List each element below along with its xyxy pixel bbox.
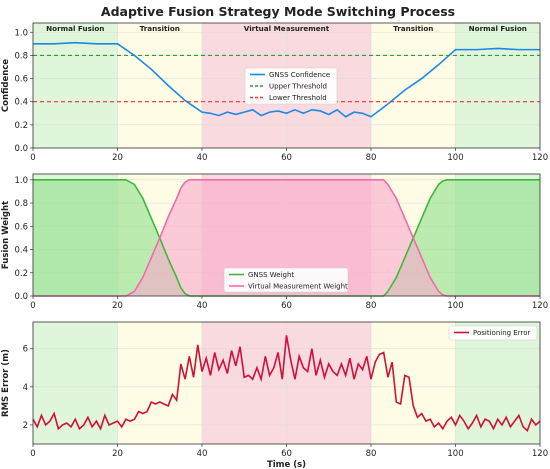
y-tick-label: 4 <box>23 383 28 393</box>
y-tick-label: 0.8 <box>14 51 28 61</box>
x-tick-label: 80 <box>366 153 377 163</box>
legend-label: GNSS Confidence <box>269 71 330 79</box>
series-area <box>33 179 540 296</box>
y-tick-label: 1.0 <box>14 176 28 186</box>
series-line <box>33 41 540 118</box>
x-tick-label: 20 <box>112 449 123 459</box>
series-line <box>32 335 541 433</box>
x-tick-label: 0 <box>30 449 35 459</box>
phase-band <box>33 23 118 148</box>
y-tick-label: 0.6 <box>14 222 28 232</box>
phase-label: Normal Fusion <box>469 24 527 33</box>
y-axis-label: Confidence <box>1 59 11 112</box>
x-tick-label: 120 <box>532 301 548 311</box>
phase-label: Transition <box>140 24 180 33</box>
y-tick-label: 0.4 <box>14 98 28 108</box>
legend: GNSS Weight Virtual Measurement Weight <box>223 267 349 293</box>
x-tick-label: 80 <box>366 301 377 311</box>
y-tick-label: 1.0 <box>14 28 28 38</box>
x-tick-label: 40 <box>197 449 208 459</box>
x-tick-label: 120 <box>532 449 548 459</box>
y-tick-label: 0.0 <box>14 292 28 302</box>
y-tick-label: 0.6 <box>14 75 28 85</box>
legend-box <box>448 325 538 341</box>
panel-1: Normal Fusion Transition Virtual Measureme… <box>1 22 548 163</box>
legend-label: Positioning Error <box>473 329 530 337</box>
y-axis-label: Fusion Weight <box>1 201 11 269</box>
legend: Positioning Error <box>448 325 538 341</box>
y-tick-label: 0.8 <box>14 199 28 209</box>
x-tick-label: 100 <box>447 153 463 163</box>
legend-label: Virtual Measurement Weight <box>248 283 348 291</box>
phase-label: Normal Fusion <box>46 24 104 33</box>
y-tick-label: 2 <box>23 421 28 431</box>
legend-label: GNSS Weight <box>248 271 294 279</box>
y-tick-label: 6 <box>23 345 28 355</box>
phase-band <box>371 23 456 148</box>
y-tick-label: 0.2 <box>14 121 28 131</box>
phase-band <box>117 23 202 148</box>
phase-band <box>455 322 540 444</box>
legend-label: Lower Threshold <box>269 94 327 102</box>
x-tick-label: 60 <box>281 153 292 163</box>
x-tick-label: 120 <box>532 153 548 163</box>
legend-box <box>223 267 349 293</box>
y-axis-label: RMS Error (m) <box>1 349 11 417</box>
plots-container: Normal Fusion Transition Virtual Measureme… <box>1 22 548 469</box>
x-tick-label: 60 <box>281 301 292 311</box>
phase-band <box>455 23 540 148</box>
y-tick-label: 0.2 <box>14 269 28 279</box>
phase-band <box>117 322 202 444</box>
x-tick-label: 0 <box>30 153 35 163</box>
phase-band <box>371 322 456 444</box>
panel-2: 0 20 40 60 80 100 120 0.0 0.2 0.4 0.6 0.8 1.0 Fusion … <box>1 173 548 311</box>
legend-box <box>244 67 338 105</box>
legend: GNSS Confidence Upper Threshold Lower Thre… <box>244 67 338 105</box>
x-tick-label: 100 <box>447 449 463 459</box>
legend-label: Upper Threshold <box>269 83 327 91</box>
phase-label: Transition <box>393 24 433 33</box>
x-axis-label: Time (s) <box>267 460 306 469</box>
x-tick-label: 20 <box>112 153 123 163</box>
y-tick-label: 0.0 <box>14 144 28 154</box>
series-line <box>33 179 540 297</box>
x-tick-label: 100 <box>447 301 463 311</box>
panel-3: 0 20 40 60 80 100 120 2 4 6 RMS Error (m) Time (s) P… <box>1 321 548 469</box>
figure-title: Adaptive Fusion Strategy Mode Switching … <box>101 4 455 19</box>
y-tick-label: 0.4 <box>14 246 28 256</box>
x-tick-label: 80 <box>366 449 377 459</box>
x-tick-label: 60 <box>281 449 292 459</box>
x-tick-label: 40 <box>197 301 208 311</box>
x-tick-label: 0 <box>30 301 35 311</box>
x-tick-label: 20 <box>112 301 123 311</box>
x-tick-label: 40 <box>197 153 208 163</box>
